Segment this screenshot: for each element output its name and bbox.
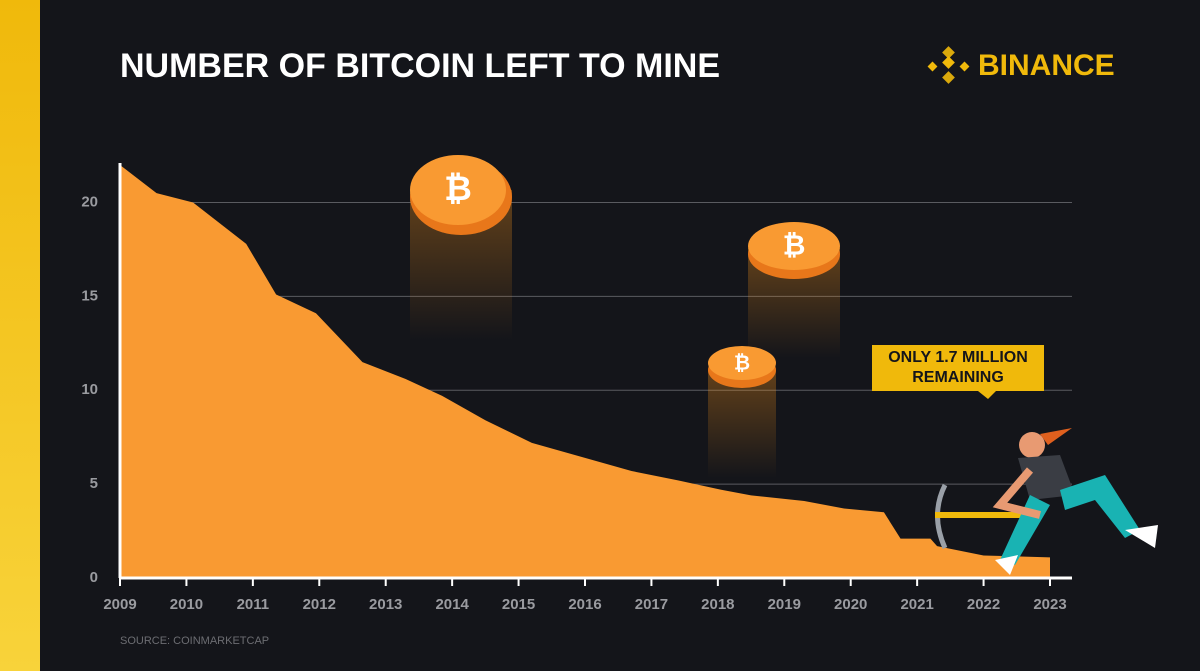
x-tick-label: 2022 xyxy=(967,596,1000,613)
brand-name: BINANCE xyxy=(978,49,1115,82)
annotation-line: REMAINING xyxy=(912,369,1004,386)
miner-illustration xyxy=(935,428,1158,575)
chart-title: NUMBER OF BITCOIN LEFT TO MINE xyxy=(120,47,720,85)
annotation-box: ONLY 1.7 MILLION REMAINING xyxy=(872,345,1044,399)
x-tick-label: 2020 xyxy=(834,596,867,613)
y-tick-label: 15 xyxy=(81,287,98,304)
coins: ₿ ₿ ₿ xyxy=(410,155,840,478)
side-strip xyxy=(0,0,40,671)
x-tick-label: 2018 xyxy=(701,596,734,613)
svg-text:₿: ₿ xyxy=(444,170,472,208)
source-note: SOURCE: COINMARKETCAP xyxy=(120,635,269,647)
x-tick-label: 2011 xyxy=(237,596,270,613)
x-tick-label: 2019 xyxy=(768,596,801,613)
x-tick-label: 2023 xyxy=(1033,596,1066,613)
x-tick-label: 2016 xyxy=(568,596,601,613)
y-tick-label: 10 xyxy=(81,381,98,398)
x-tick-label: 2017 xyxy=(635,596,668,613)
x-tick-label: 2014 xyxy=(435,596,469,613)
x-tick-label: 2013 xyxy=(369,596,402,613)
area xyxy=(120,165,1050,578)
x-tick-label: 2015 xyxy=(502,596,535,613)
x-tick-label: 2009 xyxy=(103,596,136,613)
annotation-line: ONLY 1.7 MILLION xyxy=(888,349,1028,366)
y-tick-label: 20 xyxy=(81,194,98,211)
x-tick-label: 2021 xyxy=(900,596,933,613)
x-tick-label: 2010 xyxy=(170,596,203,613)
y-tick-label: 5 xyxy=(90,475,98,492)
y-tick-label: 0 xyxy=(90,569,98,586)
x-tick-label: 2012 xyxy=(303,596,336,613)
svg-text:₿: ₿ xyxy=(783,229,806,260)
svg-text:₿: ₿ xyxy=(734,352,750,374)
